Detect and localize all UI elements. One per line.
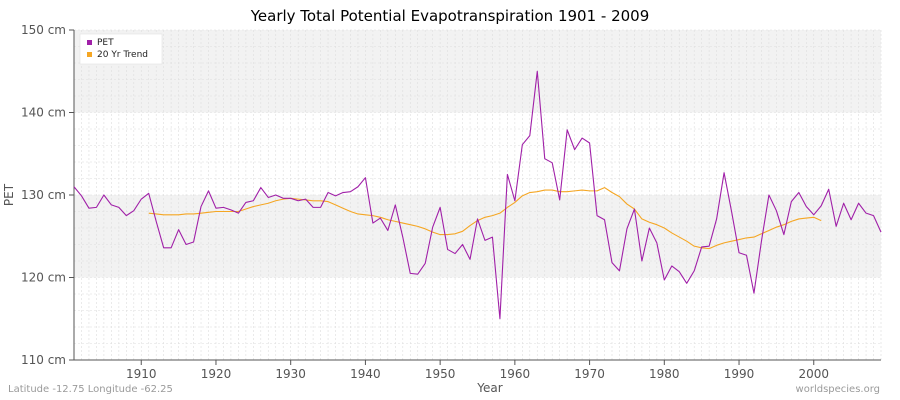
legend: PET 20 Yr Trend bbox=[79, 33, 163, 65]
x-tick-label: 1940 bbox=[350, 367, 381, 381]
coordinates-footer: Latitude -12.75 Longitude -62.25 bbox=[8, 384, 173, 395]
y-tick-label: 130 cm bbox=[21, 188, 66, 202]
pet-series-line bbox=[73, 70, 882, 320]
trend-series-line bbox=[148, 187, 822, 250]
x-tick-label: 1910 bbox=[126, 367, 157, 381]
chart-title: Yearly Total Potential Evapotranspiratio… bbox=[250, 7, 650, 25]
x-tick-labels: 1910 1920 1930 1940 1950 1960 1970 1980 1990 2000 bbox=[126, 360, 829, 381]
legend-box bbox=[79, 33, 163, 65]
y-tick-label: 120 cm bbox=[21, 271, 66, 285]
source-footer: worldspecies.org bbox=[795, 384, 880, 395]
y-tick-label: 140 cm bbox=[21, 106, 66, 120]
x-tick-label: 1960 bbox=[500, 367, 531, 381]
y-tick-labels: 110 cm 120 cm 130 cm 140 cm 150 cm bbox=[21, 23, 74, 367]
x-tick-label: 1980 bbox=[649, 367, 680, 381]
y-axis-label: PET bbox=[2, 183, 16, 206]
legend-trend-label: 20 Yr Trend bbox=[97, 50, 148, 60]
y-tick-label: 110 cm bbox=[21, 353, 66, 367]
x-tick-label: 1990 bbox=[724, 367, 755, 381]
x-axis-label: Year bbox=[476, 381, 502, 395]
horizontal-gridlines bbox=[74, 29, 881, 361]
legend-pet-swatch bbox=[87, 40, 92, 45]
x-tick-label: 1920 bbox=[201, 367, 232, 381]
x-tick-label: 2000 bbox=[798, 367, 829, 381]
x-tick-label: 1930 bbox=[275, 367, 306, 381]
series-lines bbox=[73, 70, 882, 320]
y-tick-label: 150 cm bbox=[21, 23, 66, 37]
legend-pet-label: PET bbox=[97, 38, 114, 48]
legend-trend-swatch bbox=[87, 52, 92, 57]
x-tick-label: 1950 bbox=[425, 367, 456, 381]
x-tick-label: 1970 bbox=[574, 367, 605, 381]
